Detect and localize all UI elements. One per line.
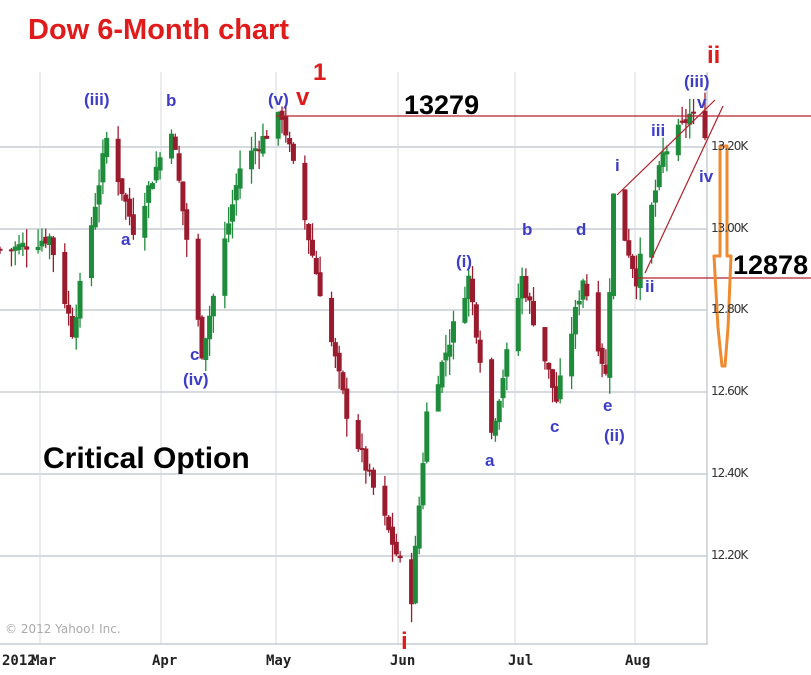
minor-wave-label: a — [485, 451, 495, 470]
x-tick-label: May — [266, 653, 292, 669]
minor-wave-label: a — [121, 230, 131, 249]
minor-wave-label: d — [576, 220, 587, 239]
minor-wave-label: (iii) — [684, 72, 710, 91]
x-tick-label: Mar — [31, 653, 57, 669]
major-wave-label: ii — [707, 42, 721, 69]
x-tick-label: Apr — [152, 653, 178, 669]
minor-wave-label: (iv) — [183, 370, 209, 389]
trend-lines — [276, 99, 811, 279]
minor-wave-label: (ii) — [604, 426, 625, 445]
minor-wave-label: b — [166, 91, 177, 110]
minor-wave-label: (iii) — [84, 90, 110, 109]
minor-wave-label: b — [522, 220, 533, 239]
y-tick-label: 12.40K — [711, 466, 748, 480]
major-wave-label: v — [296, 84, 310, 111]
major-wave-label: i — [401, 628, 408, 655]
minor-wave-label: e — [603, 396, 613, 415]
minor-wave-label: iv — [699, 167, 714, 186]
candles — [0, 92, 708, 623]
grid-lines — [0, 72, 708, 645]
minor-wave-label: (v) — [268, 90, 289, 109]
y-tick-label: 13.20K — [711, 139, 748, 153]
minor-wave-label: i — [615, 156, 620, 175]
y-tick-label: 12.60K — [711, 384, 748, 398]
copyright-notice: © 2012 Yahoo! Inc. — [5, 622, 121, 636]
x-tick-label: 2012 — [2, 653, 36, 669]
minor-wave-label: (i) — [456, 252, 473, 271]
resistance-level-label: 13279 — [404, 90, 480, 120]
x-tick-label: Jul — [508, 653, 534, 669]
x-tick-label: Jun — [390, 653, 416, 669]
y-tick-label: 12.80K — [711, 302, 748, 316]
minor-wave-label: v — [697, 93, 707, 112]
y-tick-label: 12.20K — [711, 548, 748, 562]
projection-arrow-icon — [712, 144, 733, 368]
critical-option-annotation: Critical Option — [43, 442, 250, 475]
chart-title: Dow 6-Month chart — [28, 14, 289, 46]
minor-wave-label: ii — [645, 277, 655, 296]
minor-wave-label: c — [190, 345, 200, 364]
major-wave-label: 1 — [313, 59, 327, 86]
y-tick-label: 13.00K — [711, 221, 748, 235]
x-tick-label: Aug — [625, 653, 651, 669]
support-level-label: 12878 — [733, 250, 809, 280]
minor-wave-label: iii — [651, 121, 666, 140]
minor-wave-label: c — [550, 417, 560, 436]
